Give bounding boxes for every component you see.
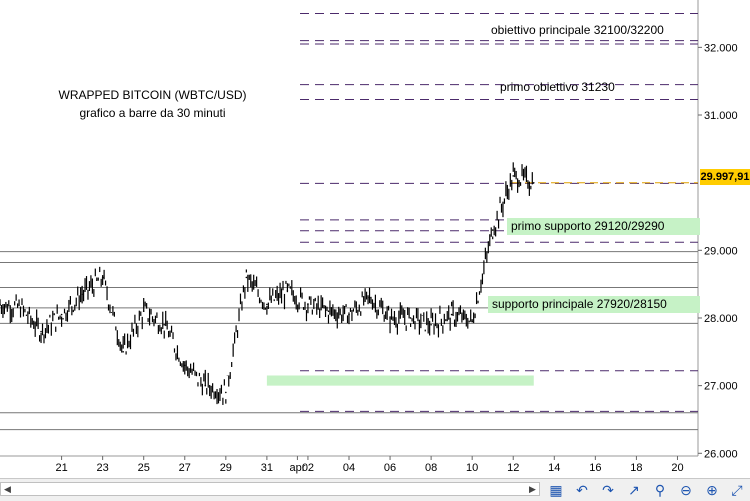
horizontal-scrollbar[interactable]: ◀ ▶ (0, 482, 540, 496)
data-point-23 (471, 320, 473, 323)
chart-type-icon[interactable]: ↗ (628, 482, 640, 498)
support-main-label: supporto principale 27920/28150 (488, 296, 700, 313)
zoom-in-icon[interactable]: ⊕ (706, 482, 718, 498)
x-tick-label-5: 31 (261, 462, 273, 474)
data-point-7 (142, 310, 145, 313)
x-tick-label-6: apr (289, 462, 305, 474)
data-point-24 (491, 229, 494, 231)
chart-subtitle: grafico a barre da 30 minuti (79, 106, 226, 120)
data-point-4 (81, 293, 83, 296)
y-tick-label-2: 28.000 (704, 313, 738, 325)
data-point-26 (532, 182, 535, 184)
zoom-area-icon[interactable]: ⚲ (654, 482, 666, 498)
x-tick-label-3: 27 (179, 462, 191, 474)
x-tick-label-15: 18 (630, 462, 642, 474)
data-point-11 (225, 391, 227, 394)
x-tick-label-9: 06 (384, 462, 396, 474)
redo-icon[interactable]: ↷ (602, 482, 614, 498)
data-point-13 (266, 303, 268, 306)
chart-toolbar: ◀ ▶ ▦ ↶ ↷ ↗ ⚲ ⊖ ⊕ ⤢ (0, 478, 750, 501)
data-point-21 (430, 323, 432, 326)
last-price-badge: 29.997,91 (700, 169, 750, 185)
data-point-1 (19, 307, 22, 309)
x-tick-label-13: 14 (548, 462, 560, 474)
y-tick-label-0: 26.000 (704, 448, 738, 460)
chart-title: WRAPPED BITCOIN (WBTC/USD) (58, 88, 247, 102)
data-point-3 (60, 313, 63, 316)
x-tick-label-4: 29 (220, 462, 232, 474)
x-tick-label-7: 02 (302, 462, 314, 474)
data-point-14 (286, 290, 289, 292)
chart-title-box: WRAPPED BITCOIN (WBTC/USD) grafico a bar… (40, 86, 265, 122)
data-point-22 (450, 313, 453, 316)
fit-all-icon[interactable]: ⤢ (731, 482, 743, 498)
data-point-17 (348, 313, 350, 316)
highlight-zone-0 (266, 375, 534, 386)
data-point-18 (368, 296, 371, 299)
x-tick-label-11: 10 (466, 462, 478, 474)
x-tick-label-14: 16 (589, 462, 601, 474)
x-tick-label-12: 12 (507, 462, 519, 474)
data-point-6 (122, 351, 124, 353)
data-point-10 (204, 384, 207, 387)
calendar-icon[interactable]: ▦ (549, 482, 563, 498)
x-tick-label-8: 04 (343, 462, 355, 474)
y-tick-label-1: 27.000 (704, 381, 738, 393)
data-point-0 (0, 303, 1, 306)
data-point-8 (163, 323, 166, 326)
x-tick-label-1: 23 (97, 462, 109, 474)
data-point-20 (409, 317, 412, 319)
x-tick-label-10: 08 (425, 462, 437, 474)
y-tick-label-3: 29.000 (704, 245, 738, 257)
data-point-12 (245, 276, 248, 279)
x-tick-label-2: 25 (138, 462, 150, 474)
target-first-label: primo obiettivo 31230 (500, 80, 615, 94)
data-point-19 (389, 317, 391, 319)
data-point-5 (101, 276, 104, 279)
zoom-out-icon[interactable]: ⊖ (680, 482, 692, 498)
x-tick-label-0: 21 (55, 462, 67, 474)
data-point-9 (183, 364, 186, 367)
data-point-16 (327, 310, 330, 313)
y-tick-label-4: 31.000 (704, 110, 738, 122)
data-point-2 (40, 330, 42, 333)
scroll-left-icon[interactable]: ◀ (4, 484, 11, 494)
data-point-25 (512, 175, 515, 177)
data-point-15 (307, 303, 309, 306)
scroll-right-icon[interactable]: ▶ (529, 484, 536, 494)
y-tick-label-5: 32.000 (704, 42, 738, 54)
support-first-label: primo supporto 29120/29290 (507, 218, 700, 235)
target-main-label: obiettivo principale 32100/32200 (491, 23, 664, 37)
undo-icon[interactable]: ↶ (576, 482, 588, 498)
x-tick-label-16: 20 (671, 462, 683, 474)
